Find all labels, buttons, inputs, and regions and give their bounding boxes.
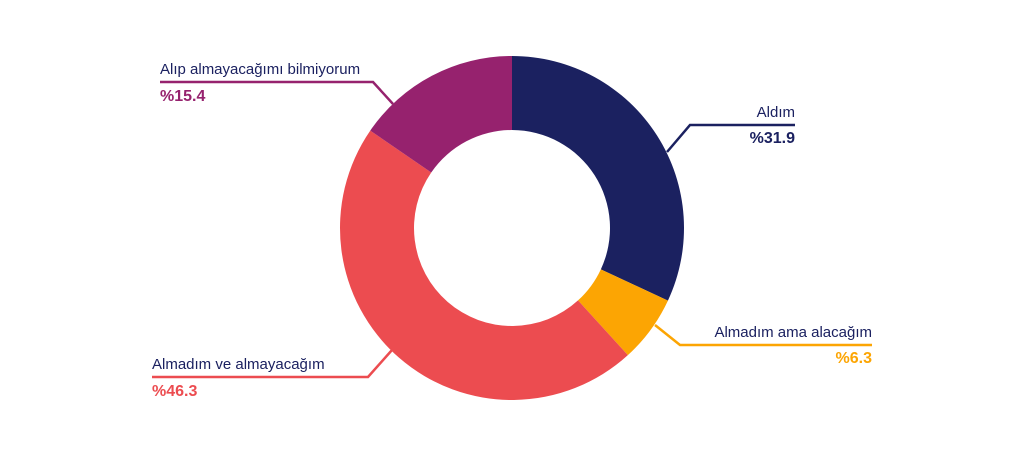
slice-label-aldim: Aldım <box>757 104 795 121</box>
donut-slice-0 <box>512 56 684 301</box>
slice-label-almadim-ama-alacagim: Almadım ama alacağım <box>714 324 872 341</box>
donut-slice-1 <box>578 269 668 356</box>
slice-label-bilmiyorum: Alıp almayacağımı bilmiyorum <box>160 61 360 78</box>
donut-slices <box>340 55 684 400</box>
leader-line-almadim-ve-almayacagim <box>152 349 393 379</box>
slice-value-almadim-ve-almayacagim: %46.3 <box>152 383 197 400</box>
leader-line-almadim-ama-alacagim <box>654 324 872 347</box>
leader-line-aldim <box>666 123 795 153</box>
slice-value-bilmiyorum: %15.4 <box>160 88 205 105</box>
donut-slice-2 <box>340 130 628 400</box>
slice-value-almadim-ama-alacagim: %6.3 <box>836 350 873 367</box>
slice-label-almadim-ve-almayacagim: Almadım ve almayacağım <box>152 356 325 373</box>
leader-line-bilmiyorum <box>160 80 394 105</box>
slice-value-aldim: %31.9 <box>750 130 795 147</box>
donut-slice-3 <box>370 55 512 173</box>
